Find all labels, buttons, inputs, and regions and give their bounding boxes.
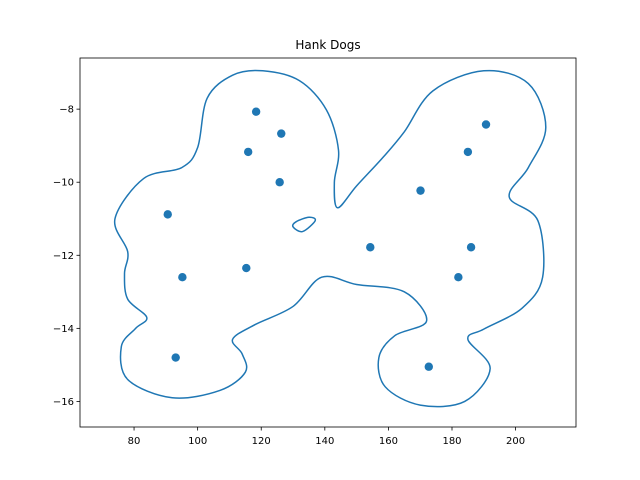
scatter-point [424,362,433,371]
x-tick-label: 80 [128,436,141,447]
y-tick-label: −10 [53,178,74,189]
plot-area [113,69,547,408]
scatter-point [243,147,253,157]
x-tick-label: 100 [188,436,207,447]
scatter-point [242,263,251,273]
scatter-point [275,178,284,187]
dog-outline-line [113,69,547,408]
scatter-point [178,273,187,282]
scatter-point [171,353,180,362]
y-tick-label: −16 [53,397,74,408]
scatter-point [163,210,172,219]
y-tick-label: −8 [59,105,74,116]
inner-loop-line [291,216,317,233]
scatter-point [366,243,375,252]
y-tick-label: −12 [53,251,74,262]
chart-title: Hank Dogs [295,38,360,52]
scatter-point [463,147,473,157]
x-axis: 80 100 120 140 160 180 200 [128,427,525,447]
x-tick-label: 180 [442,436,461,447]
y-tick-label: −14 [53,324,74,335]
scatter-point [416,186,425,195]
scatter-point [466,243,476,252]
scatter-point [481,120,491,129]
axes-frame [79,57,577,428]
x-tick-label: 160 [379,436,398,447]
scatter-point [454,273,463,282]
x-tick-label: 120 [252,436,271,447]
scatter-point [251,107,261,116]
x-tick-label: 140 [315,436,334,447]
y-axis: −8 −10 −12 −14 −16 [53,105,80,408]
scatter-point [277,129,286,138]
x-tick-label: 200 [506,436,525,447]
